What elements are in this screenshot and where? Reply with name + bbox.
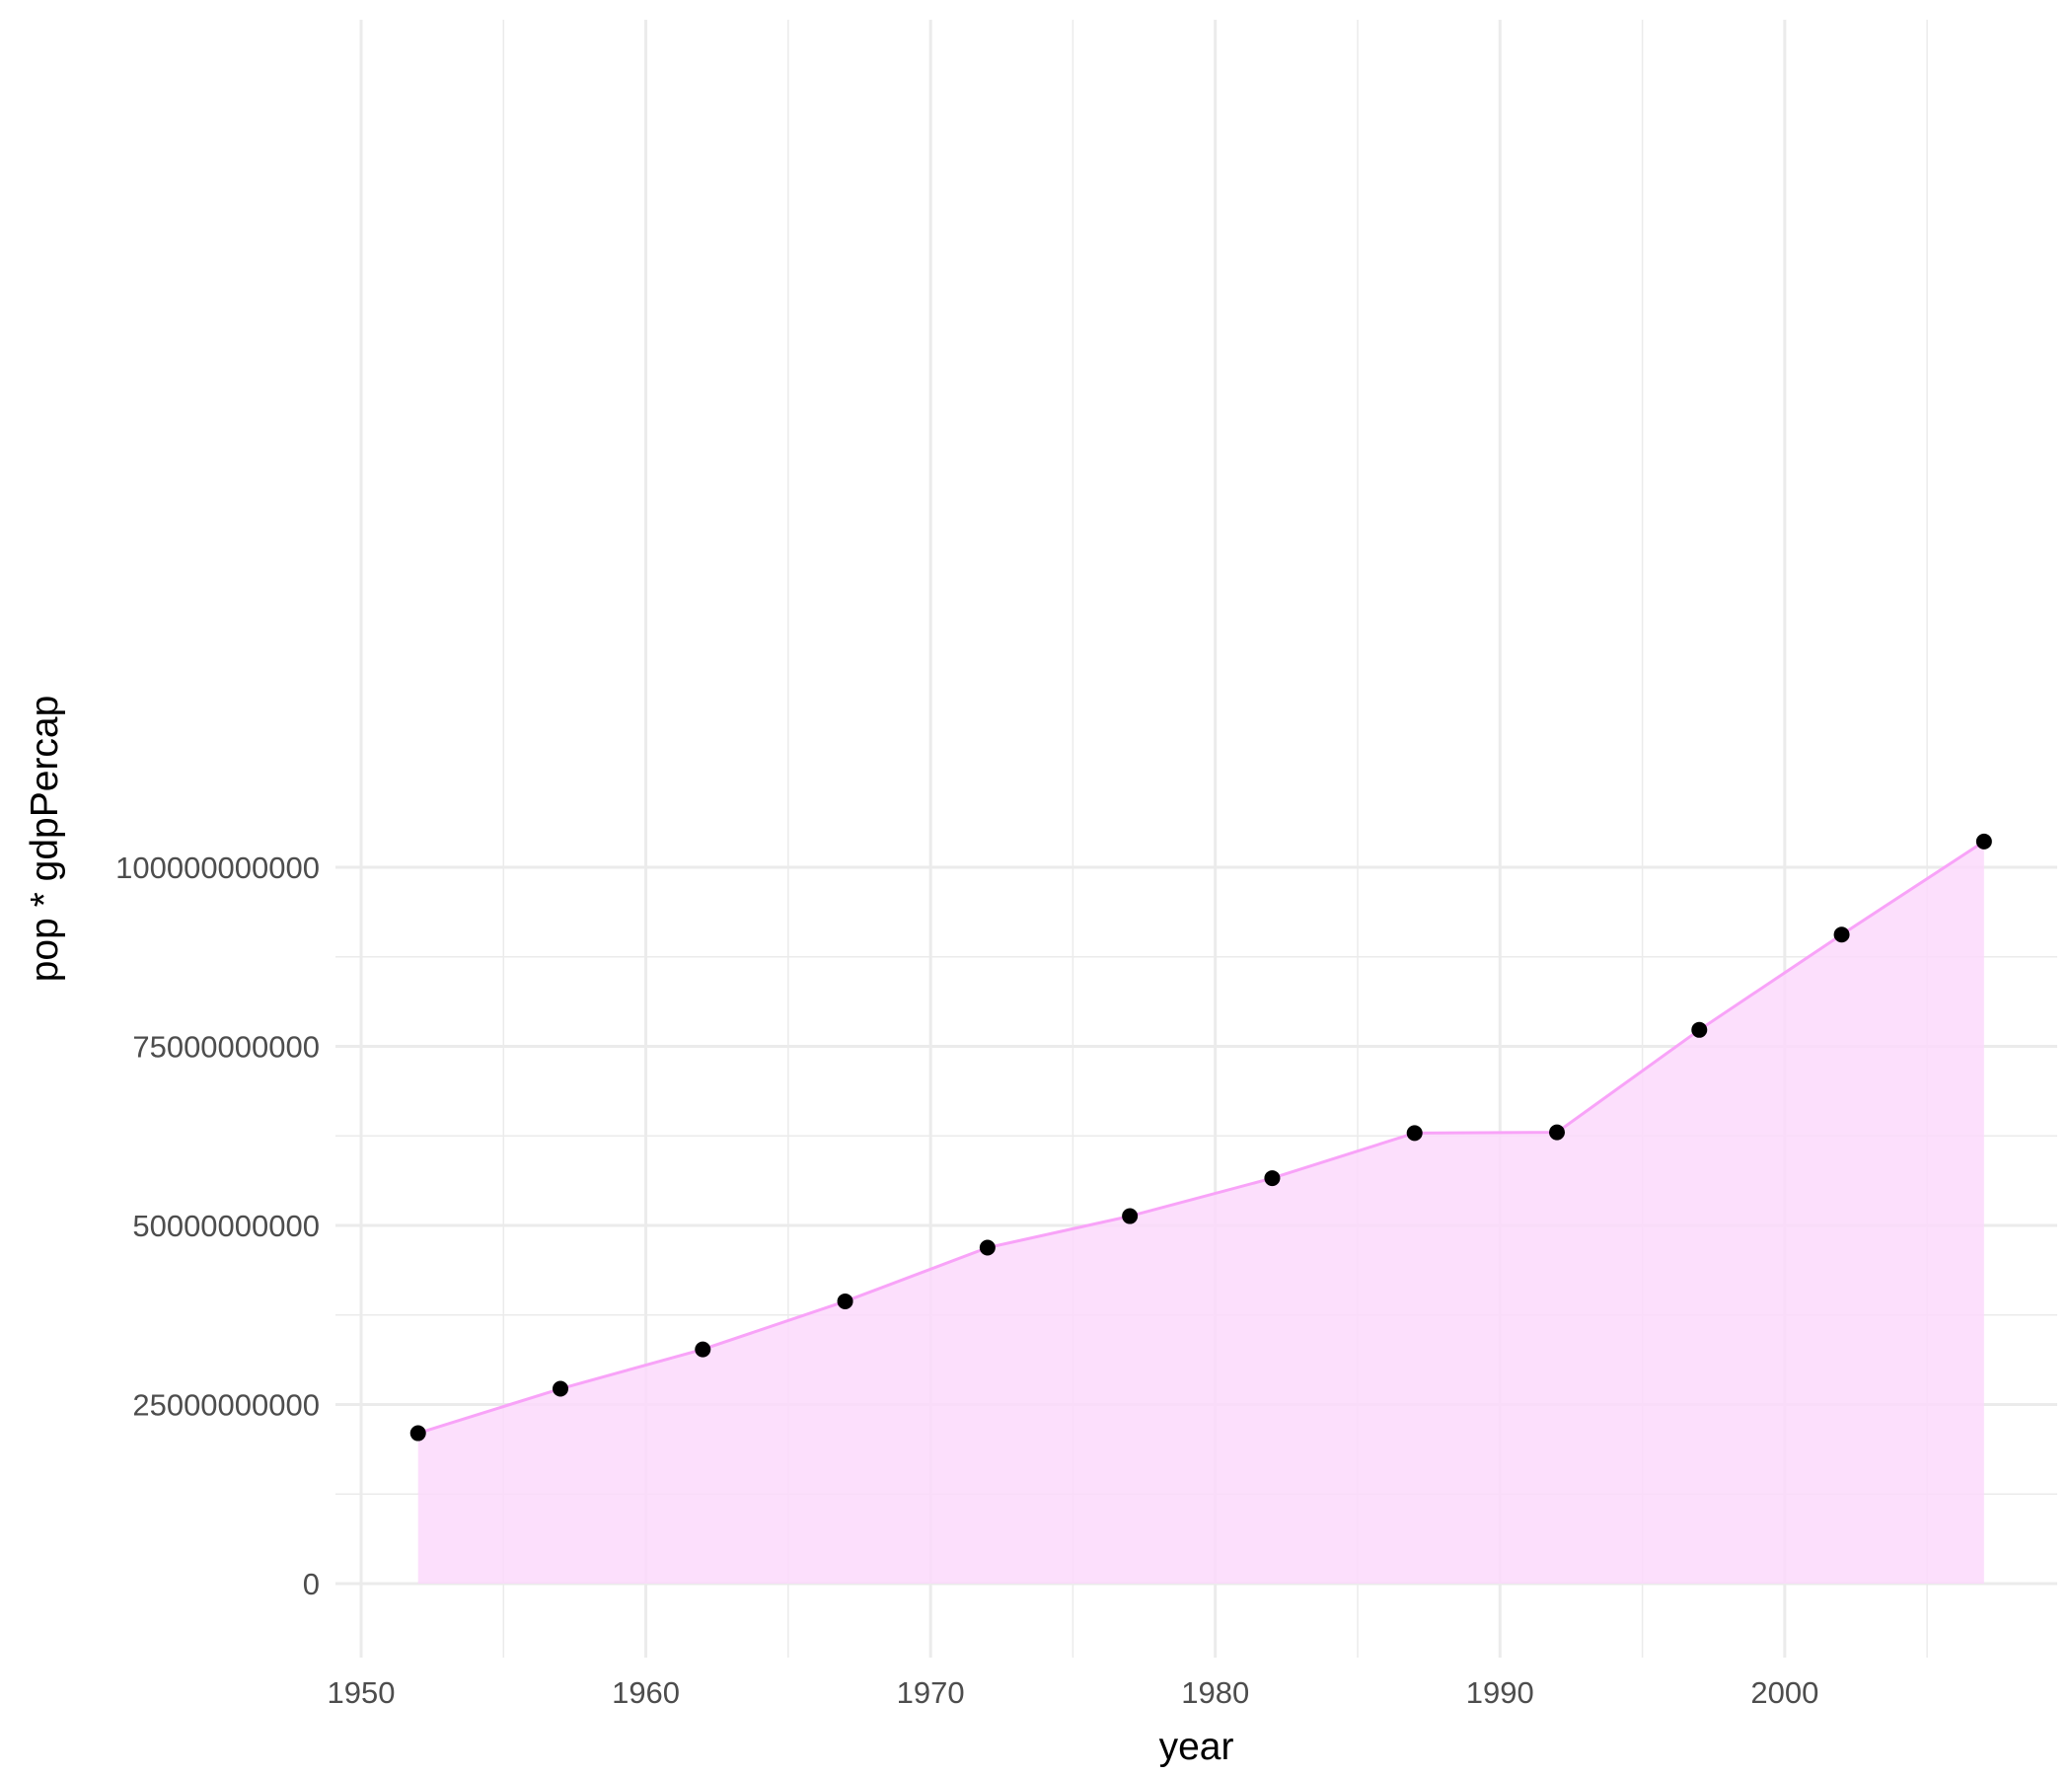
data-point	[1122, 1208, 1139, 1224]
series-line	[417, 840, 1985, 1435]
data-point	[409, 1425, 426, 1442]
y-axis-title: pop * gdpPercap	[24, 696, 66, 983]
data-point	[1975, 833, 1992, 850]
data-point	[1833, 926, 1850, 943]
x-tick-label: 1960	[612, 1675, 680, 1710]
x-tick-label: 2000	[1750, 1675, 1818, 1710]
data-point	[695, 1341, 711, 1358]
y-tick-label: 25000000000	[132, 1388, 320, 1423]
x-axis-ticks: 1950 1960 1970 1980 1990 2000	[328, 1675, 1819, 1710]
x-tick-label: 1990	[1466, 1675, 1534, 1710]
y-tick-label: 75000000000	[132, 1030, 320, 1065]
y-tick-label: 100000000000	[115, 851, 320, 885]
data-point	[1406, 1125, 1423, 1142]
x-axis-title: year	[1159, 1726, 1234, 1768]
x-tick-label: 1950	[328, 1675, 396, 1710]
area-fill	[417, 841, 1984, 1584]
y-tick-label: 0	[303, 1567, 320, 1601]
y-tick-label: 50000000000	[132, 1209, 320, 1243]
y-axis-ticks: 0 25000000000 50000000000 75000000000 100000…	[115, 851, 320, 1601]
data-point	[1264, 1170, 1281, 1187]
data-point	[837, 1293, 853, 1309]
x-tick-label: 1970	[897, 1675, 965, 1710]
line-layer	[417, 840, 1985, 1435]
data-point	[1691, 1021, 1708, 1038]
area-layer	[417, 841, 1984, 1584]
data-point	[1548, 1124, 1565, 1141]
x-tick-label: 1980	[1181, 1675, 1249, 1710]
data-point	[552, 1380, 568, 1397]
point-layer	[409, 833, 1992, 1442]
data-point	[979, 1239, 996, 1256]
